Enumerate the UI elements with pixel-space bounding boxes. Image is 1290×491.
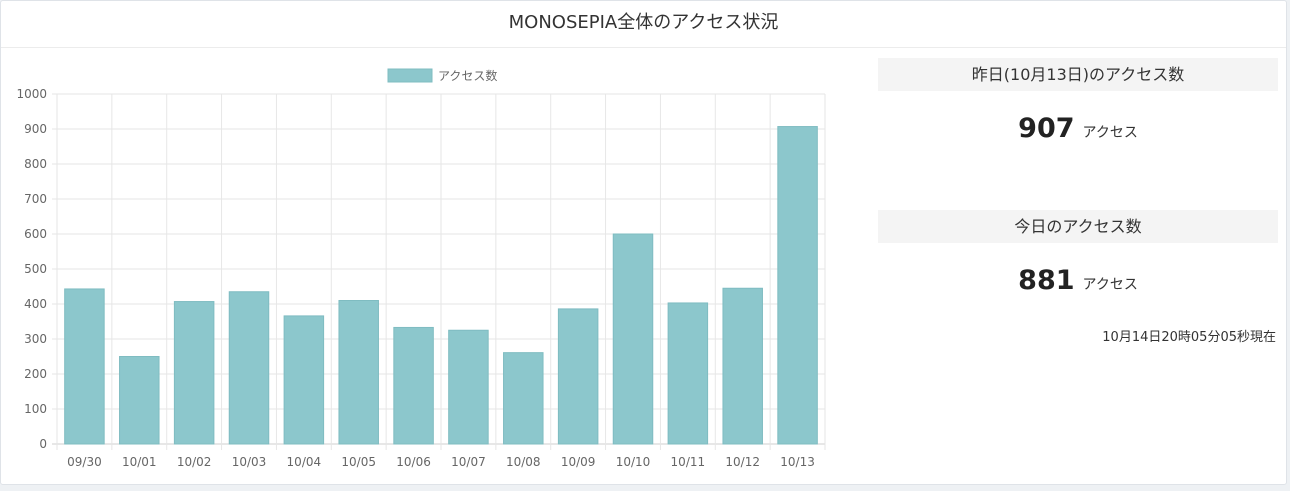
y-tick-label: 800 bbox=[24, 157, 47, 171]
y-tick-label: 400 bbox=[24, 297, 47, 311]
x-tick-label: 10/07 bbox=[451, 455, 486, 469]
x-tick-label: 10/10 bbox=[616, 455, 651, 469]
y-tick-label: 0 bbox=[39, 437, 47, 451]
x-tick-label: 10/02 bbox=[177, 455, 212, 469]
today-title: 今日のアクセス数 bbox=[878, 210, 1278, 243]
today-count: 881 bbox=[1018, 265, 1075, 296]
timestamp: 10月14日20時05分05秒現在 bbox=[1102, 330, 1276, 345]
bar bbox=[612, 233, 654, 445]
bar bbox=[722, 287, 763, 445]
bar bbox=[338, 300, 379, 445]
yesterday-stat: 昨日(10月13日)のアクセス数 907 アクセス bbox=[878, 58, 1278, 144]
page-title: MONOSEPIA全体のアクセス状況 bbox=[1, 1, 1286, 48]
yesterday-unit: アクセス bbox=[1082, 125, 1138, 141]
y-tick-label: 1000 bbox=[16, 87, 47, 101]
access-chart: 0 100 200 300 400 500 600 700 800 900 1000 09/30 10/… bbox=[1, 49, 851, 479]
x-tick-label: 10/12 bbox=[725, 455, 760, 469]
y-tick-label: 200 bbox=[24, 367, 47, 381]
bar bbox=[119, 356, 160, 445]
x-tick-label: 10/04 bbox=[287, 455, 322, 469]
y-tick-label: 900 bbox=[24, 122, 47, 136]
bar bbox=[228, 291, 270, 445]
yesterday-title: 昨日(10月13日)のアクセス数 bbox=[878, 58, 1278, 91]
bar bbox=[283, 315, 325, 445]
y-tick-label: 100 bbox=[24, 402, 47, 416]
bar bbox=[557, 308, 599, 445]
bar bbox=[667, 302, 709, 445]
legend-label: アクセス数 bbox=[438, 68, 497, 83]
x-tick-label: 10/01 bbox=[122, 455, 157, 469]
bar bbox=[503, 352, 544, 445]
bar bbox=[393, 326, 434, 445]
yesterday-value-row: 907 アクセス bbox=[878, 113, 1278, 144]
x-tick-label: 10/13 bbox=[780, 455, 815, 469]
y-tick-label: 700 bbox=[24, 192, 47, 206]
yesterday-count: 907 bbox=[1018, 113, 1075, 144]
today-value-row: 881 アクセス bbox=[878, 265, 1278, 296]
bar bbox=[448, 329, 489, 445]
y-tick-label: 300 bbox=[24, 332, 47, 346]
y-tick-label: 600 bbox=[24, 227, 47, 241]
y-tick-label: 500 bbox=[24, 262, 47, 276]
x-tick-label: 10/06 bbox=[396, 455, 431, 469]
bar bbox=[777, 126, 818, 445]
x-tick-label: 10/05 bbox=[341, 455, 376, 469]
x-tick-label: 10/11 bbox=[671, 455, 706, 469]
x-tick-label: 09/30 bbox=[67, 455, 102, 469]
today-unit: アクセス bbox=[1082, 277, 1138, 293]
bar bbox=[64, 288, 105, 445]
today-stat: 今日のアクセス数 881 アクセス bbox=[878, 210, 1278, 296]
x-tick-label: 10/09 bbox=[561, 455, 596, 469]
bar-chart-svg: 0 100 200 300 400 500 600 700 800 900 1000 09/30 10/… bbox=[16, 68, 826, 469]
bar bbox=[173, 301, 215, 445]
x-tick-label: 10/08 bbox=[506, 455, 541, 469]
x-tick-label: 10/03 bbox=[232, 455, 267, 469]
legend-swatch bbox=[387, 68, 433, 83]
